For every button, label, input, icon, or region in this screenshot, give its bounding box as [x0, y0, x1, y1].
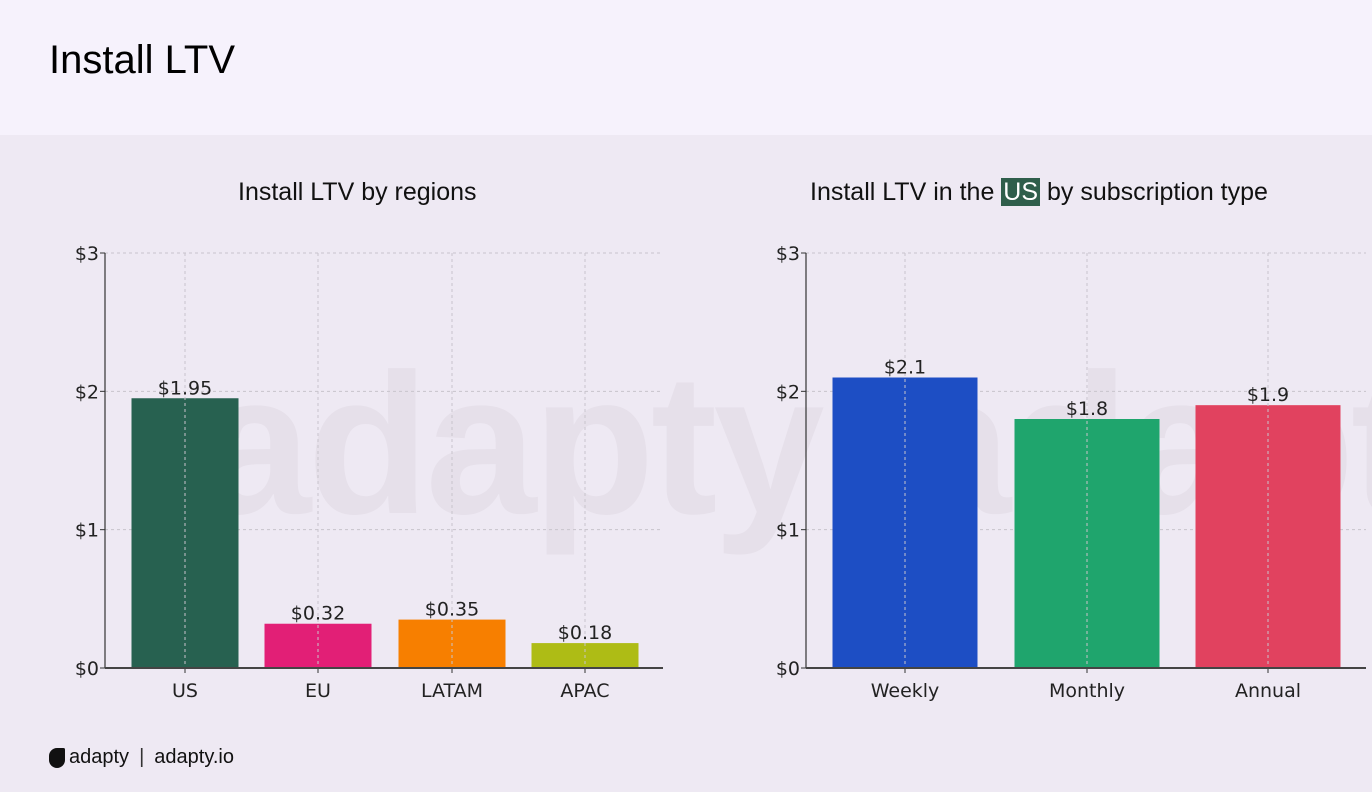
- data-label: $0.35: [425, 599, 479, 621]
- data-label: $1.8: [1066, 398, 1108, 420]
- data-label: $0.18: [558, 622, 612, 644]
- chart-title-subscription: Install LTV in the US by subscription ty…: [810, 178, 1268, 207]
- y-tick-label: $3: [75, 243, 99, 265]
- footer-url[interactable]: adapty.io: [154, 746, 234, 768]
- watermark-left: adapty: [200, 333, 825, 556]
- x-tick-label: Monthly: [1049, 680, 1125, 702]
- title-part: by subscription type: [1040, 178, 1268, 206]
- y-tick-label: $2: [75, 381, 99, 403]
- y-tick-label: $1: [776, 520, 800, 542]
- x-tick-label: EU: [305, 680, 331, 702]
- chart-title-regions: Install LTV by regions: [238, 178, 477, 206]
- x-tick-label: APAC: [560, 680, 609, 702]
- data-label: $1.95: [158, 377, 212, 399]
- adapty-logo-icon: [49, 747, 65, 768]
- y-tick-label: $2: [776, 381, 800, 403]
- page-title: Install LTV: [49, 38, 235, 82]
- y-tick-label: $0: [75, 658, 99, 680]
- data-label: $2.1: [884, 357, 926, 379]
- footer: adapty | adapty.io: [49, 746, 234, 769]
- footer-separator: |: [139, 746, 145, 768]
- y-tick-label: $3: [776, 243, 800, 265]
- data-label: $0.32: [291, 603, 345, 625]
- title-part: Install LTV in the: [810, 178, 1002, 206]
- x-tick-label: US: [172, 680, 198, 702]
- x-tick-label: Annual: [1235, 680, 1301, 702]
- x-tick-label: Weekly: [871, 680, 940, 702]
- bar-us: [131, 398, 239, 668]
- y-tick-label: $0: [776, 658, 800, 680]
- data-label: $1.9: [1247, 384, 1289, 406]
- footer-brand: adapty: [69, 746, 130, 768]
- x-tick-label: LATAM: [421, 680, 483, 702]
- y-tick-label: $1: [75, 520, 99, 542]
- title-highlight-us: US: [1001, 178, 1041, 206]
- header-band: [0, 0, 1372, 135]
